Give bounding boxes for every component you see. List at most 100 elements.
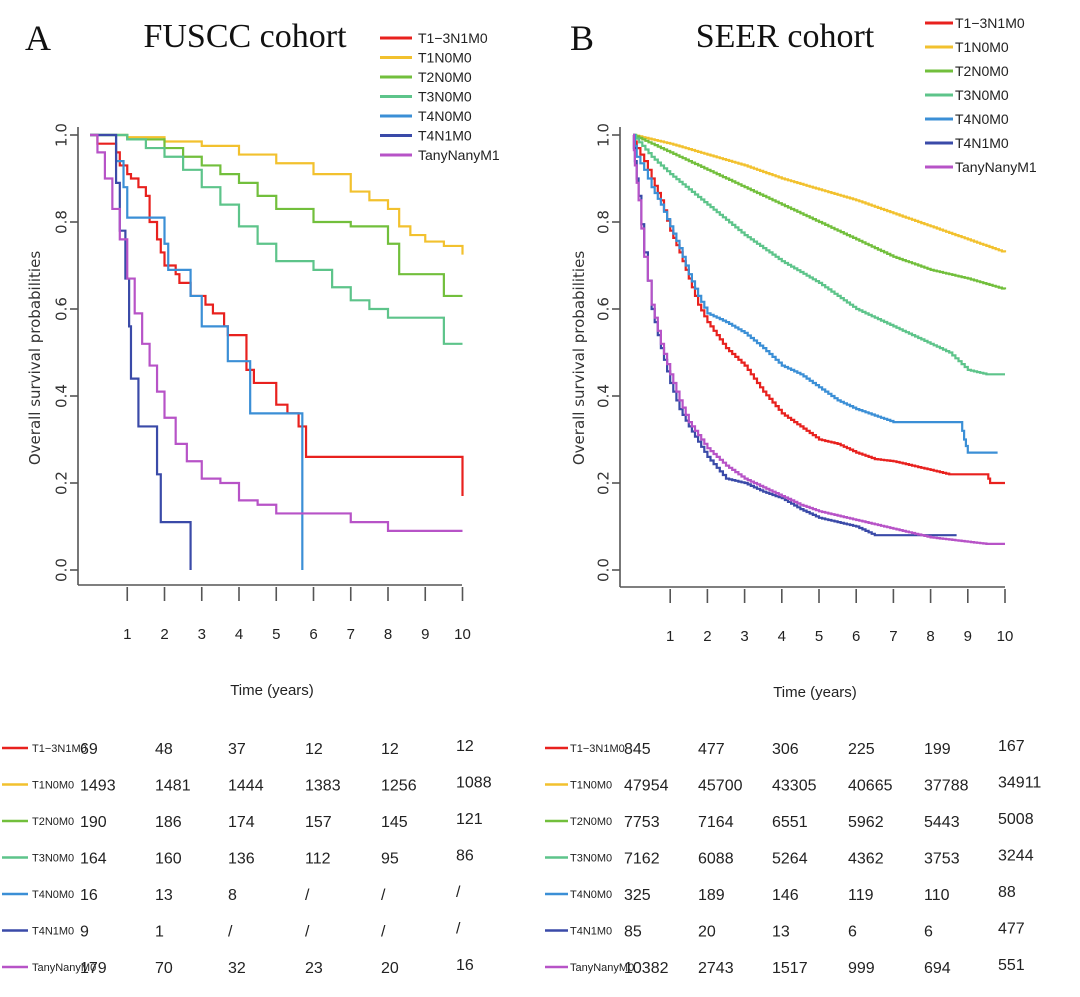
risk-cell-b: 20 <box>698 924 716 941</box>
x-tick-label-b: 2 <box>703 628 711 645</box>
risk-cell-b: 88 <box>998 884 1016 901</box>
x-tick-label-b: 8 <box>926 628 934 645</box>
risk-cell-a: 32 <box>228 960 246 977</box>
y-tick-label-b: 0.6 <box>595 297 613 321</box>
km-curve-t4n1m0 <box>632 133 957 537</box>
risk-cell-a: 1383 <box>305 778 341 795</box>
legend-label-a: T1N0M0 <box>418 50 472 66</box>
legend-label-a: T3N0M0 <box>418 89 472 105</box>
y-tick-label-b: 0.0 <box>595 558 613 582</box>
risk-cell-a: 160 <box>155 851 182 868</box>
risk-row-label-b: T1N0M0 <box>570 780 612 792</box>
x-tick-label-a: 2 <box>160 626 168 643</box>
curves-b <box>632 133 1007 545</box>
risk-cell-b: 146 <box>772 887 799 904</box>
risk-cell-a: / <box>228 924 233 941</box>
legend-b: T1−3N1M0 T1N0M0 T2N0M0 T3N0M0 T4N0M0 T4N1M0 Ta… <box>925 15 1037 175</box>
km-curve-tanynanym1 <box>90 133 463 532</box>
legend-label-a: TanyNanyM1 <box>418 147 500 163</box>
chart-title-a: FUSCC cohort <box>143 18 347 55</box>
y-tick-label-a: 0.6 <box>53 297 71 321</box>
risk-cell-a: 69 <box>80 741 98 758</box>
risk-cell-a: 1444 <box>228 778 264 795</box>
risk-cell-a: 1088 <box>456 775 492 792</box>
risk-cell-b: 5962 <box>848 814 884 831</box>
curves-a <box>90 133 464 570</box>
risk-cell-b: 5008 <box>998 811 1034 828</box>
x-axis-label-b: Time (years) <box>773 684 857 701</box>
x-tick-label-b: 6 <box>852 628 860 645</box>
risk-cell-b: 119 <box>848 887 874 904</box>
risk-row-label-a: T2N0M0 <box>32 816 74 828</box>
risk-row-label-a: T4N0M0 <box>32 889 74 901</box>
y-tick-label-b: 0.2 <box>595 471 613 495</box>
risk-cell-a: 12 <box>456 738 474 755</box>
x-tick-label-a: 10 <box>454 626 471 643</box>
panel-b-seer: B SEER cohort T1−3N1M0 T1N0M0 T2N0M0 T3N0M0… <box>545 15 1041 977</box>
legend-label-b: T4N1M0 <box>955 135 1009 151</box>
risk-row-label-a: T1−3N1M0 <box>32 743 87 755</box>
risk-row-label-a: T4N1M0 <box>32 926 74 938</box>
risk-cell-b: 10382 <box>624 960 669 977</box>
risk-cell-b: 551 <box>998 957 1025 974</box>
risk-cell-a: 121 <box>456 811 483 828</box>
x-tick-label-b: 3 <box>740 628 748 645</box>
risk-cell-b: 7753 <box>624 814 660 831</box>
x-tick-label-a: 6 <box>309 626 317 643</box>
risk-row-label-a: TanyNanyM0 <box>32 962 96 974</box>
km-curve-t3n0m0 <box>90 133 463 345</box>
x-tick-label-b: 9 <box>964 628 972 645</box>
x-tick-label-a: 5 <box>272 626 280 643</box>
y-tick-label-b: 0.4 <box>595 384 613 408</box>
risk-cell-a: / <box>456 921 461 938</box>
x-tick-label-a: 1 <box>123 626 131 643</box>
km-curve-t4n0m0 <box>90 133 304 570</box>
y-tick-label-b: 0.8 <box>595 210 613 234</box>
x-tick-label-b: 7 <box>889 628 897 645</box>
y-tick-label-a: 0.8 <box>53 210 71 234</box>
x-tick-label-a: 3 <box>198 626 206 643</box>
risk-cell-b: 189 <box>698 887 725 904</box>
risk-cell-b: 6 <box>924 924 933 941</box>
risk-cell-a: / <box>381 887 386 904</box>
km-curve-t1-3n1m0 <box>90 133 464 497</box>
risk-cell-a: 190 <box>80 814 107 831</box>
risk-cell-b: 199 <box>924 741 951 758</box>
risk-cell-b: 3244 <box>998 848 1034 865</box>
risk-cell-b: 999 <box>848 960 875 977</box>
km-curve-t2n0m0 <box>633 133 1007 290</box>
legend-label-b: TanyNanyM1 <box>955 159 1037 175</box>
risk-row-label-b: T2N0M0 <box>570 816 612 828</box>
panel-a-fuscc: A FUSCC cohort T1−3N1M0 T1N0M0 T2N0M0 T3N0M… <box>2 18 500 977</box>
risk-cell-a: 16 <box>456 957 474 974</box>
risk-cell-b: 1517 <box>772 960 808 977</box>
x-axis-label-a: Time (years) <box>230 682 314 699</box>
risk-cell-a: 23 <box>305 960 323 977</box>
risk-table-b: T1−3N1M0 845 477 306 225 199 167 T1N0M0 47954 457… <box>545 738 1041 977</box>
x-tick-label-b: 1 <box>666 628 674 645</box>
risk-cell-b: 37788 <box>924 778 969 795</box>
risk-cell-a: 37 <box>228 741 246 758</box>
km-curve-t4n0m0 <box>633 133 998 454</box>
risk-cell-b: 85 <box>624 924 642 941</box>
risk-cell-b: 5264 <box>772 851 808 868</box>
x-tick-label-a: 7 <box>347 626 355 643</box>
risk-cell-b: 5443 <box>924 814 960 831</box>
y-axis-a: 0.0 0.2 0.4 0.6 0.8 1.0 <box>53 123 79 582</box>
legend-label-b: T2N0M0 <box>955 63 1009 79</box>
risk-cell-b: 167 <box>998 738 1025 755</box>
risk-cell-b: 7162 <box>624 851 660 868</box>
x-axis-a: 1 2 3 4 5 6 7 8 9 10 <box>77 570 471 643</box>
x-tick-label-a: 8 <box>384 626 392 643</box>
legend-a: T1−3N1M0 T1N0M0 T2N0M0 T3N0M0 T4N0M0 T4N1M0 Ta… <box>380 30 500 163</box>
panel-letter-b: B <box>570 18 594 58</box>
risk-cell-a: 136 <box>228 851 255 868</box>
legend-label-b: T4N0M0 <box>955 111 1009 127</box>
risk-cell-a: 174 <box>228 814 255 831</box>
legend-label-a: T1−3N1M0 <box>418 30 488 46</box>
km-curve-t3n0m0 <box>633 133 1005 376</box>
legend-label-a: T4N1M0 <box>418 128 472 144</box>
risk-cell-b: 34911 <box>998 775 1041 792</box>
